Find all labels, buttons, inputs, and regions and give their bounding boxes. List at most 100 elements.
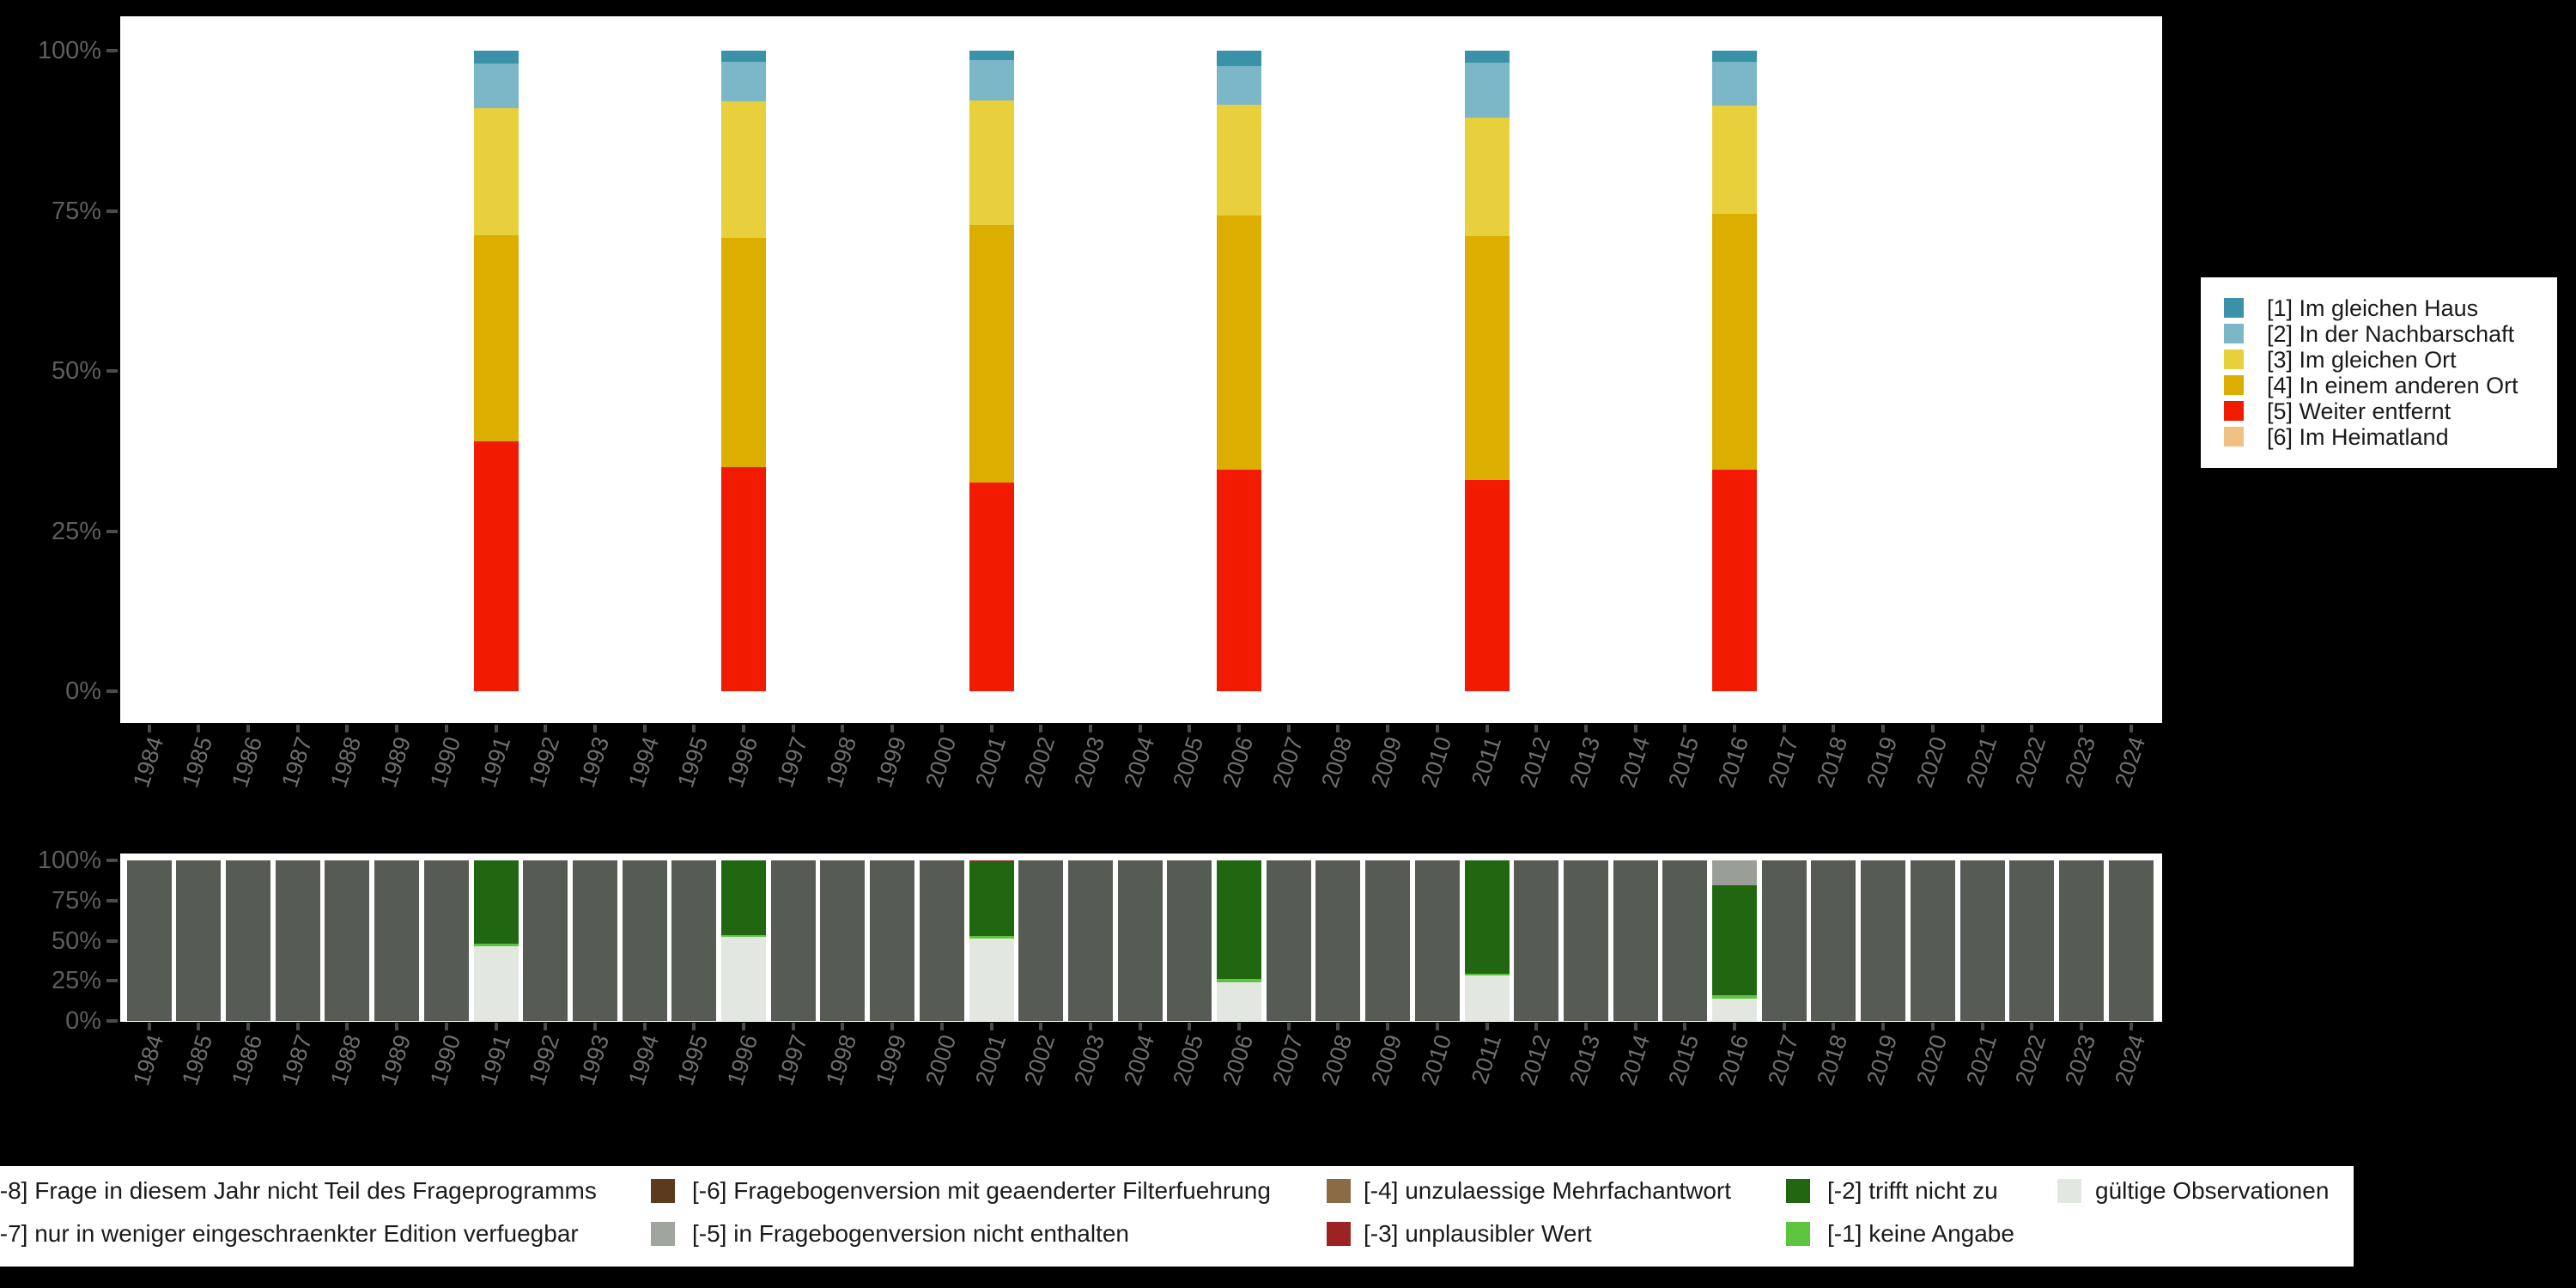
x-axis-tick xyxy=(692,725,696,732)
legend-swatch-icon xyxy=(1786,1179,1810,1203)
x-axis-tick xyxy=(2030,1023,2034,1030)
bar-segment xyxy=(1464,51,1510,64)
x-axis-year-label: 2023 xyxy=(2060,1031,2101,1089)
missing-bar-2018 xyxy=(1811,860,1856,1022)
missing-segment--8 xyxy=(1315,860,1361,1022)
x-axis-year-label: 2013 xyxy=(1564,733,1606,791)
missing-segment--8 xyxy=(1910,860,1955,1022)
bar-segment xyxy=(721,100,766,238)
x-axis-year-label: 2000 xyxy=(920,733,962,791)
x-axis-year-label: 1993 xyxy=(574,1031,615,1089)
x-axis-year-label: 2002 xyxy=(1019,733,1060,791)
x-axis-tick xyxy=(1485,1023,1489,1030)
missing-bar-1994 xyxy=(622,860,667,1022)
x-axis-year-label: 2014 xyxy=(1613,733,1655,791)
missing-segment-valid xyxy=(1712,998,1757,1022)
x-axis-year-label: 2019 xyxy=(1862,1031,1903,1089)
x-axis-year-label: 2008 xyxy=(1316,1031,1358,1089)
missing-bar-1986 xyxy=(226,860,270,1022)
missing-bar-2014 xyxy=(1613,860,1658,1022)
x-axis-tick xyxy=(1435,1023,1439,1030)
bar-segment xyxy=(1712,214,1757,470)
missing-segment--8 xyxy=(325,860,370,1022)
missing-bar-2001 xyxy=(969,860,1014,1022)
x-axis-year-label: 2002 xyxy=(1019,1031,1060,1089)
x-axis-tick xyxy=(1832,1023,1836,1030)
missing-bar-1999 xyxy=(870,860,915,1022)
legend-swatch-icon xyxy=(651,1179,675,1203)
missing-bar-1998 xyxy=(820,860,866,1022)
x-axis-year-label: 1984 xyxy=(127,1031,168,1089)
legend-label: [-6] Fragebogenversion mit geaenderter F… xyxy=(692,1177,1271,1204)
x-axis-year-label: 2006 xyxy=(1218,733,1259,791)
missing-segment--8 xyxy=(671,860,717,1022)
missing-bar-2024 xyxy=(2108,860,2154,1022)
missing-bar-1988 xyxy=(325,860,370,1022)
bar-segment xyxy=(1217,104,1261,216)
missing-bar-2023 xyxy=(2058,860,2104,1022)
y-axis-label: 100% xyxy=(37,847,101,874)
x-axis-year-label: 2011 xyxy=(1466,733,1506,789)
x-axis-tick xyxy=(1782,1023,1786,1030)
y-axis-label: 50% xyxy=(51,927,101,955)
legend-label: [-2] trifft nicht zu xyxy=(1827,1177,1998,1204)
x-axis-tick xyxy=(1435,725,1439,732)
x-axis-tick xyxy=(1832,725,1836,732)
bar-segment xyxy=(1712,469,1757,691)
x-axis-tick xyxy=(246,725,250,732)
bar-2016 xyxy=(1712,51,1757,691)
x-axis-tick xyxy=(791,725,795,732)
missing-segment-valid xyxy=(721,937,766,1022)
bar-2006 xyxy=(1217,51,1261,691)
x-axis-tick xyxy=(1534,1023,1539,1030)
x-axis-year-label: 1990 xyxy=(424,1031,466,1089)
x-axis-tick xyxy=(1088,725,1092,732)
x-axis-year-label: 1991 xyxy=(474,1031,515,1089)
x-axis-tick xyxy=(841,1023,845,1030)
missing-segment--1 xyxy=(1217,978,1261,982)
x-axis-tick xyxy=(1386,725,1390,732)
legend-item: [4] In einem anderen Ort xyxy=(2201,373,2557,398)
x-axis-year-label: 2010 xyxy=(1415,1031,1457,1089)
bar-segment xyxy=(969,51,1014,61)
legend-swatch-icon xyxy=(2224,349,2244,369)
legend-swatch-icon xyxy=(651,1222,675,1246)
missing-values-legend: [-8] Frage in diesem Jahr nicht Teil des… xyxy=(0,1166,2354,1267)
x-axis-tick xyxy=(395,1023,399,1030)
bar-segment xyxy=(473,108,519,235)
x-axis-tick xyxy=(1683,725,1687,732)
x-axis-year-label: 2017 xyxy=(1762,1031,1803,1089)
x-axis-year-label: 2005 xyxy=(1168,1031,1209,1089)
y-axis-label: 0% xyxy=(65,677,101,705)
missing-bar-1990 xyxy=(423,860,469,1022)
x-axis-tick xyxy=(444,725,448,732)
x-axis-tick xyxy=(544,725,548,732)
x-axis-year-label: 2016 xyxy=(1713,1031,1754,1089)
missing-bar-1995 xyxy=(671,860,717,1022)
x-axis-tick xyxy=(1930,725,1935,732)
y-axis-tick xyxy=(106,898,118,902)
x-axis-tick xyxy=(1881,1023,1886,1030)
bar-2011 xyxy=(1464,51,1510,691)
bar-segment xyxy=(1464,479,1510,691)
x-axis-tick xyxy=(197,1023,201,1030)
legend-item: [2] In der Nachbarschaft xyxy=(2201,321,2557,347)
x-axis-tick xyxy=(1485,725,1489,732)
missing-bar-2013 xyxy=(1563,860,1608,1022)
x-axis-tick xyxy=(2129,725,2133,732)
bar-segment xyxy=(969,224,1014,483)
missing-segment--2 xyxy=(473,860,519,944)
bar-segment xyxy=(1464,63,1510,118)
legend-label: [-7] nur in weniger eingeschraenkter Edi… xyxy=(0,1220,579,1247)
x-axis-year-label: 2009 xyxy=(1366,1031,1407,1089)
x-axis-tick xyxy=(2129,1023,2133,1030)
missing-segment--3 xyxy=(969,860,1014,863)
missing-segment--8 xyxy=(176,860,222,1022)
y-axis-tick xyxy=(106,690,118,693)
x-axis-year-label: 2003 xyxy=(1069,733,1110,791)
x-axis-tick xyxy=(147,1023,151,1030)
missing-bar-2000 xyxy=(919,860,964,1022)
missing-segment-valid xyxy=(1217,981,1261,1022)
missing-bar-1987 xyxy=(275,860,320,1022)
missing-segment--8 xyxy=(2009,860,2055,1022)
